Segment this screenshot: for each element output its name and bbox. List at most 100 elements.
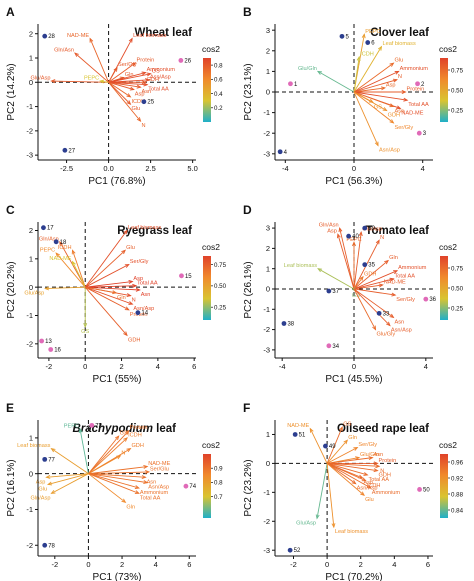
loading-arrowhead <box>336 233 341 239</box>
loading-label: Gln <box>125 72 134 78</box>
loading-label: PEPC <box>40 248 55 254</box>
sample-point <box>288 81 293 87</box>
loading-arrow <box>108 79 149 83</box>
sample-point <box>415 81 420 87</box>
loading-arrowhead <box>366 484 372 489</box>
loading-label: Ser/Glu <box>150 466 169 472</box>
y-tick-label: 0 <box>266 459 270 468</box>
x-axis-label: PC1 (55%) <box>93 374 142 385</box>
legend-colorbar <box>440 256 448 320</box>
sample-label: 36 <box>429 297 436 303</box>
panel-letter: A <box>6 5 15 19</box>
legend-tick-label: 0.9 <box>214 466 223 473</box>
y-tick-label: 2 <box>266 46 270 55</box>
loading-arrowhead <box>316 70 322 75</box>
y-tick-label: -3 <box>26 151 33 160</box>
sample-point <box>287 547 293 553</box>
loading-arrow <box>326 462 368 476</box>
loading-arrowhead <box>59 240 64 246</box>
loading-arrow <box>88 435 120 474</box>
panel-letter: F <box>243 401 250 415</box>
y-tick-label: 1 <box>266 430 270 439</box>
loading-label: Glu/Asp <box>362 227 382 233</box>
loading-label: GS <box>374 104 382 110</box>
loading-arrowhead <box>338 226 343 233</box>
loading-label: Leaf biomass <box>284 263 317 269</box>
loading-arrow <box>108 81 148 86</box>
loading-arrow <box>353 284 383 290</box>
loading-arrow <box>326 463 356 485</box>
loading-arrow <box>326 439 348 464</box>
loading-arrow <box>100 80 109 83</box>
loading-label: Asp <box>386 82 396 88</box>
loading-label: Ammonium <box>147 67 176 73</box>
loading-arrow <box>353 79 398 93</box>
legend-title: cos2 <box>202 242 220 252</box>
loading-arrowhead <box>89 37 94 43</box>
loading-arrowhead <box>143 464 149 469</box>
y-tick-label: -2 <box>263 517 270 526</box>
loading-arrowhead <box>375 464 381 469</box>
loading-arrowhead <box>373 461 379 466</box>
loading-arrowhead <box>355 456 361 461</box>
loading-label: Asp <box>363 480 373 486</box>
loading-arrowhead <box>391 292 397 297</box>
loading-label: Asn/Asp <box>379 148 400 154</box>
loading-arrow <box>353 91 374 103</box>
loading-arrowhead <box>403 97 409 102</box>
loading-arrow <box>108 62 136 83</box>
loading-label: Gln/Asp <box>31 495 51 501</box>
loading-arrowhead <box>359 275 364 281</box>
y-tick-label: -1 <box>26 505 33 514</box>
loading-arrow <box>79 428 89 474</box>
loading-label: GDH <box>128 337 140 343</box>
loading-arrow <box>316 463 328 519</box>
loading-label: Glu <box>38 486 47 492</box>
legend-tick-label: 0.25 <box>214 305 227 312</box>
x-tick-label: 0 <box>83 362 87 371</box>
loading-arrow <box>326 463 335 528</box>
loading-arrow <box>46 473 89 478</box>
loading-label: N <box>398 74 402 80</box>
sample-label: 17 <box>47 226 54 232</box>
sample-label: 13 <box>45 339 52 345</box>
loading-label: GS <box>81 329 89 335</box>
loading-arrow <box>85 286 140 291</box>
loading-arrowhead <box>126 293 132 297</box>
loading-arrowhead <box>389 277 395 282</box>
loading-label: Protein <box>379 458 397 464</box>
loading-label: Asn <box>142 89 152 95</box>
x-tick-label: 4 <box>424 362 428 371</box>
loading-arrowhead <box>389 313 395 319</box>
loading-label: N <box>121 450 125 456</box>
legend-tick-label: 0.50 <box>214 283 227 290</box>
loading-arrowhead <box>351 480 357 485</box>
loading-label: Gln/Asn <box>39 236 59 242</box>
sample-point <box>141 99 147 105</box>
loading-label: Protein <box>407 87 425 93</box>
loading-arrow <box>353 91 379 146</box>
y-tick-label: 0 <box>29 78 33 87</box>
loading-arrow <box>88 466 148 475</box>
loading-arrowhead <box>361 33 366 39</box>
loading-arrow <box>85 286 130 311</box>
loading-label: N <box>380 468 384 474</box>
loading-arrowhead <box>71 260 76 266</box>
loading-label: Ser/Gly <box>358 442 377 448</box>
loading-label: Ser/Gly <box>130 259 149 265</box>
sample-label: 15 <box>185 274 192 280</box>
loading-arrow <box>353 91 394 107</box>
panel-letter: E <box>6 401 14 415</box>
loading-arrow <box>84 286 128 336</box>
sample-label: 33 <box>383 311 390 317</box>
loading-arrow <box>84 230 128 288</box>
x-tick-label: -4 <box>279 362 286 371</box>
y-axis-label: PC2 (20.2%) <box>6 261 17 318</box>
loading-label: NAD-ME <box>287 423 309 429</box>
loading-arrowhead <box>78 427 83 433</box>
loading-label: Asn/Asp <box>133 306 154 312</box>
y-tick-label: 0 <box>266 285 270 294</box>
